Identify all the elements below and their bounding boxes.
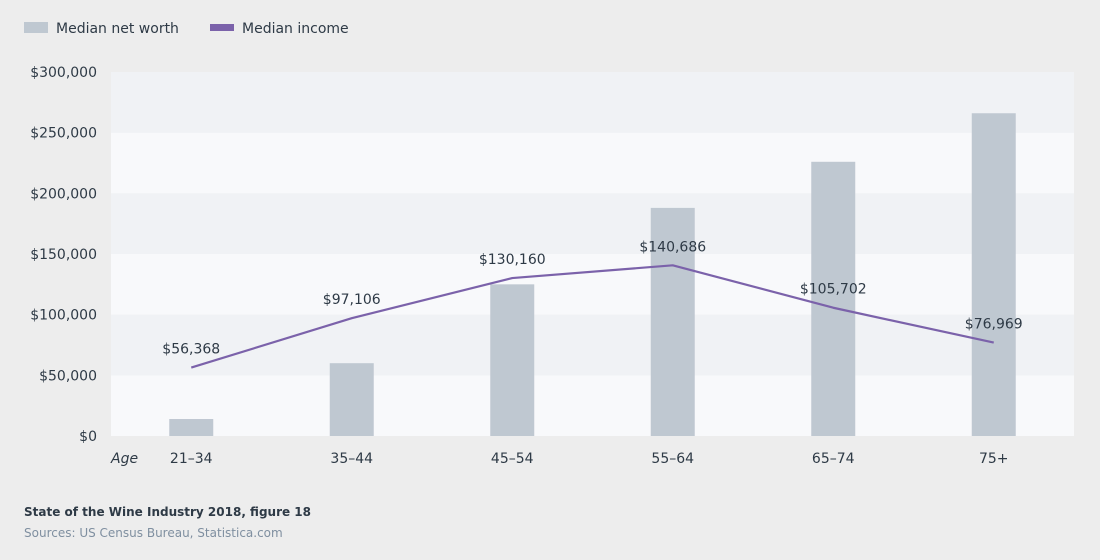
income-data-label: $97,106 <box>323 292 381 308</box>
plot-background-bands <box>111 72 1074 436</box>
legend-swatch-net-worth <box>24 22 48 33</box>
x-category-label: 55–64 <box>651 451 694 467</box>
x-category-label: 35–44 <box>330 451 373 467</box>
income-line <box>190 264 994 369</box>
grid-band <box>111 375 1074 436</box>
x-category-label: 21–34 <box>170 451 213 467</box>
grid-band <box>111 72 1074 133</box>
y-axis-ticks: $0 $50,000 $100,000 $150,000 $200,000 $250,00… <box>30 65 97 445</box>
x-axis-title: Age <box>110 451 138 467</box>
x-axis-categories: 21–34 35–44 45–54 55–64 65–74 75+ <box>170 451 1009 467</box>
net-worth-bar <box>329 363 374 436</box>
combo-chart: $0 $50,000 $100,000 $150,000 $200,000 $250,00… <box>24 21 1074 467</box>
grid-band <box>111 254 1074 315</box>
net-worth-bar <box>490 284 535 436</box>
legend-swatch-income <box>210 24 234 31</box>
footer-title: State of the Wine Industry 2018, figure … <box>24 505 312 519</box>
net-worth-bars <box>169 113 1016 437</box>
net-worth-bar <box>650 207 695 436</box>
net-worth-bar <box>169 419 214 436</box>
x-category-label: 75+ <box>979 451 1009 467</box>
grid-band <box>111 193 1074 254</box>
income-data-label: $105,702 <box>800 282 867 298</box>
y-tick-label: $50,000 <box>39 368 97 384</box>
income-data-labels: $56,368 $97,106 $130,160 $140,686 $105,702 $7… <box>162 239 1022 357</box>
y-tick-label: $0 <box>79 429 97 445</box>
income-line-path <box>190 264 994 369</box>
grid-band <box>111 314 1074 376</box>
income-data-label: $140,686 <box>639 239 706 255</box>
net-worth-bar <box>811 161 856 436</box>
y-tick-label: $150,000 <box>30 247 97 263</box>
net-worth-bar <box>971 113 1016 437</box>
y-tick-label: $200,000 <box>30 186 97 202</box>
footer-source: Sources: US Census Bureau, Statistica.co… <box>24 526 283 540</box>
grid-band <box>111 132 1074 194</box>
y-tick-label: $300,000 <box>30 65 97 81</box>
y-tick-label: $250,000 <box>30 126 97 142</box>
legend: Median net worth Median income <box>24 21 349 37</box>
legend-label-net-worth: Median net worth <box>56 21 179 37</box>
income-data-label: $76,969 <box>965 317 1023 333</box>
x-category-label: 65–74 <box>812 451 855 467</box>
legend-label-income: Median income <box>242 21 349 37</box>
income-data-label: $56,368 <box>162 342 220 358</box>
x-category-label: 45–54 <box>491 451 534 467</box>
y-tick-label: $100,000 <box>30 308 97 324</box>
income-data-label: $130,160 <box>479 252 546 268</box>
